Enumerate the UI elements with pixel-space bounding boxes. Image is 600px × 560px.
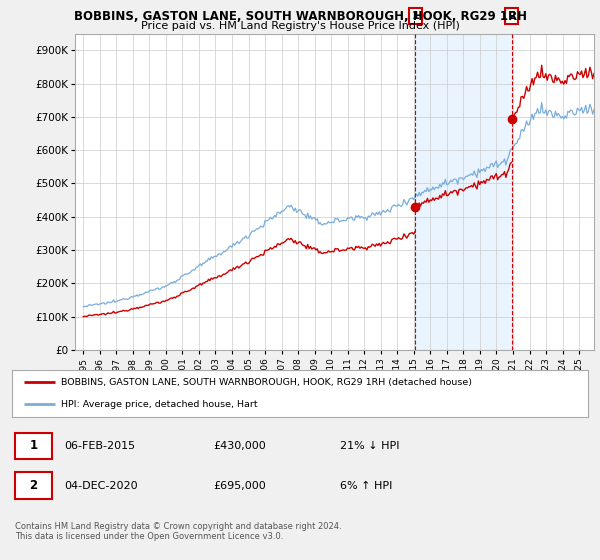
FancyBboxPatch shape [15, 472, 52, 499]
FancyBboxPatch shape [15, 432, 52, 459]
Text: BOBBINS, GASTON LANE, SOUTH WARNBOROUGH, HOOK, RG29 1RH: BOBBINS, GASTON LANE, SOUTH WARNBOROUGH,… [74, 10, 527, 23]
Text: £430,000: £430,000 [214, 441, 266, 451]
Text: 2: 2 [508, 11, 515, 21]
Text: 1: 1 [412, 11, 419, 21]
Bar [415, 34, 512, 350]
Text: BOBBINS, GASTON LANE, SOUTH WARNBOROUGH, HOOK, RG29 1RH (detached house): BOBBINS, GASTON LANE, SOUTH WARNBOROUGH,… [61, 378, 472, 387]
Text: 04-DEC-2020: 04-DEC-2020 [64, 480, 137, 491]
Text: HPI: Average price, detached house, Hart: HPI: Average price, detached house, Hart [61, 400, 257, 409]
Text: Contains HM Land Registry data © Crown copyright and database right 2024.
This d: Contains HM Land Registry data © Crown c… [15, 522, 341, 542]
Text: 6% ↑ HPI: 6% ↑ HPI [340, 480, 392, 491]
Text: £695,000: £695,000 [214, 480, 266, 491]
Text: 06-FEB-2015: 06-FEB-2015 [64, 441, 135, 451]
Text: 1: 1 [29, 440, 38, 452]
Text: 2: 2 [29, 479, 38, 492]
Text: 21% ↓ HPI: 21% ↓ HPI [340, 441, 400, 451]
Text: Price paid vs. HM Land Registry's House Price Index (HPI): Price paid vs. HM Land Registry's House … [140, 21, 460, 31]
